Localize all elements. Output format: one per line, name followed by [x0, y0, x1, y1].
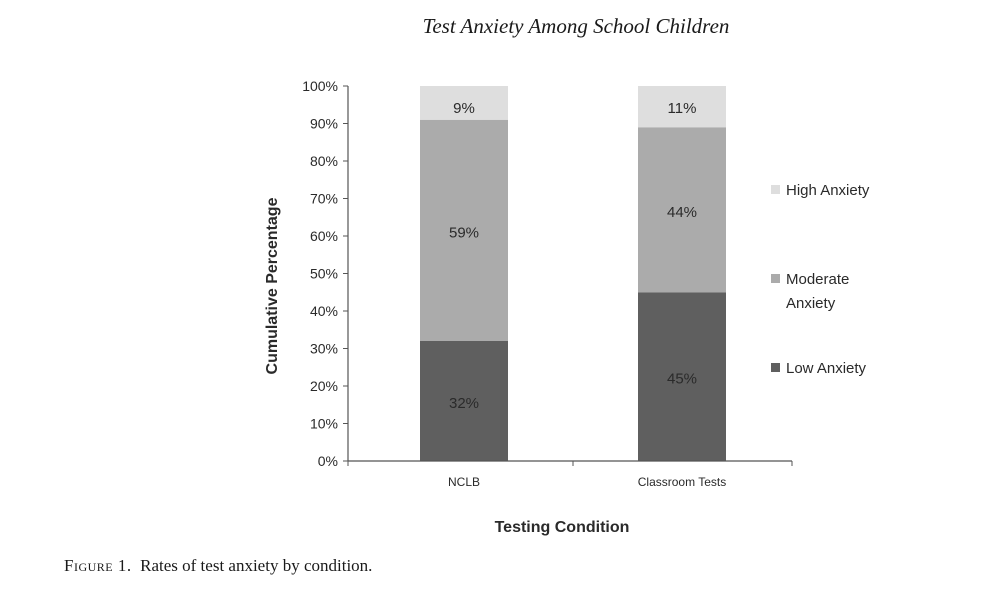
y-tick-label: 100%: [302, 78, 338, 94]
bar-segment-moderate-anxiety-1: [638, 127, 726, 293]
bar-value-label: 32%: [449, 395, 479, 412]
legend-swatch-low-anxiety: [771, 363, 780, 372]
bar-segment-moderate-anxiety-0: [420, 119, 508, 341]
y-tick-label: 30%: [310, 341, 338, 357]
bar-value-label: 59%: [449, 224, 479, 241]
y-tick-label: 70%: [310, 191, 338, 207]
legend-label: High Anxiety: [786, 182, 870, 199]
bar-value-label: 11%: [668, 100, 697, 117]
y-tick-label: 80%: [310, 153, 338, 169]
x-tick-label: Classroom Tests: [638, 475, 726, 489]
legend: High Anxiety Moderate Anxiety Low Anxiety: [771, 182, 870, 377]
axes-layer: 0% 10% 20% 30% 40% 50% 60% 70% 80% 90% 100% NCLB Cla…: [264, 78, 793, 536]
bars-layer: 32% 59% 9% 45% 44% 11%: [420, 86, 726, 461]
y-tick-label: 90%: [310, 116, 338, 132]
bar-value-label: 44%: [667, 204, 697, 221]
y-tick-label: 60%: [310, 228, 338, 244]
bar-segment-high-anxiety-1: [638, 86, 726, 128]
x-axis-title: Testing Condition: [495, 519, 630, 536]
y-tick-label: 50%: [310, 266, 338, 282]
bar-value-label: 45%: [667, 371, 697, 388]
bar-segment-high-anxiety-0: [420, 86, 508, 120]
figure-caption-text: Rates of test anxiety by condition.: [140, 556, 373, 575]
x-tick-label: NCLB: [448, 475, 480, 489]
y-tick-label: 20%: [310, 378, 338, 394]
legend-label: Low Anxiety: [786, 360, 867, 377]
legend-label: Moderate Anxiety: [786, 271, 849, 312]
bar-value-label: 9%: [453, 100, 475, 117]
y-tick-label: 0%: [318, 453, 338, 469]
bar-segment-low-anxiety-1: [638, 292, 726, 461]
running-head: Test Anxiety Among School Children: [422, 14, 730, 38]
figure-caption: Figure 1. Rates of test anxiety by condi…: [64, 556, 372, 576]
y-tick-label: 10%: [310, 416, 338, 432]
legend-swatch-moderate-anxiety: [771, 274, 780, 283]
legend-swatch-high-anxiety: [771, 185, 780, 194]
y-axis-title: Cumulative Percentage: [264, 197, 281, 374]
figure-label: Figure 1.: [64, 556, 132, 575]
bar-segment-low-anxiety-0: [420, 341, 508, 461]
y-tick-label: 40%: [310, 303, 338, 319]
